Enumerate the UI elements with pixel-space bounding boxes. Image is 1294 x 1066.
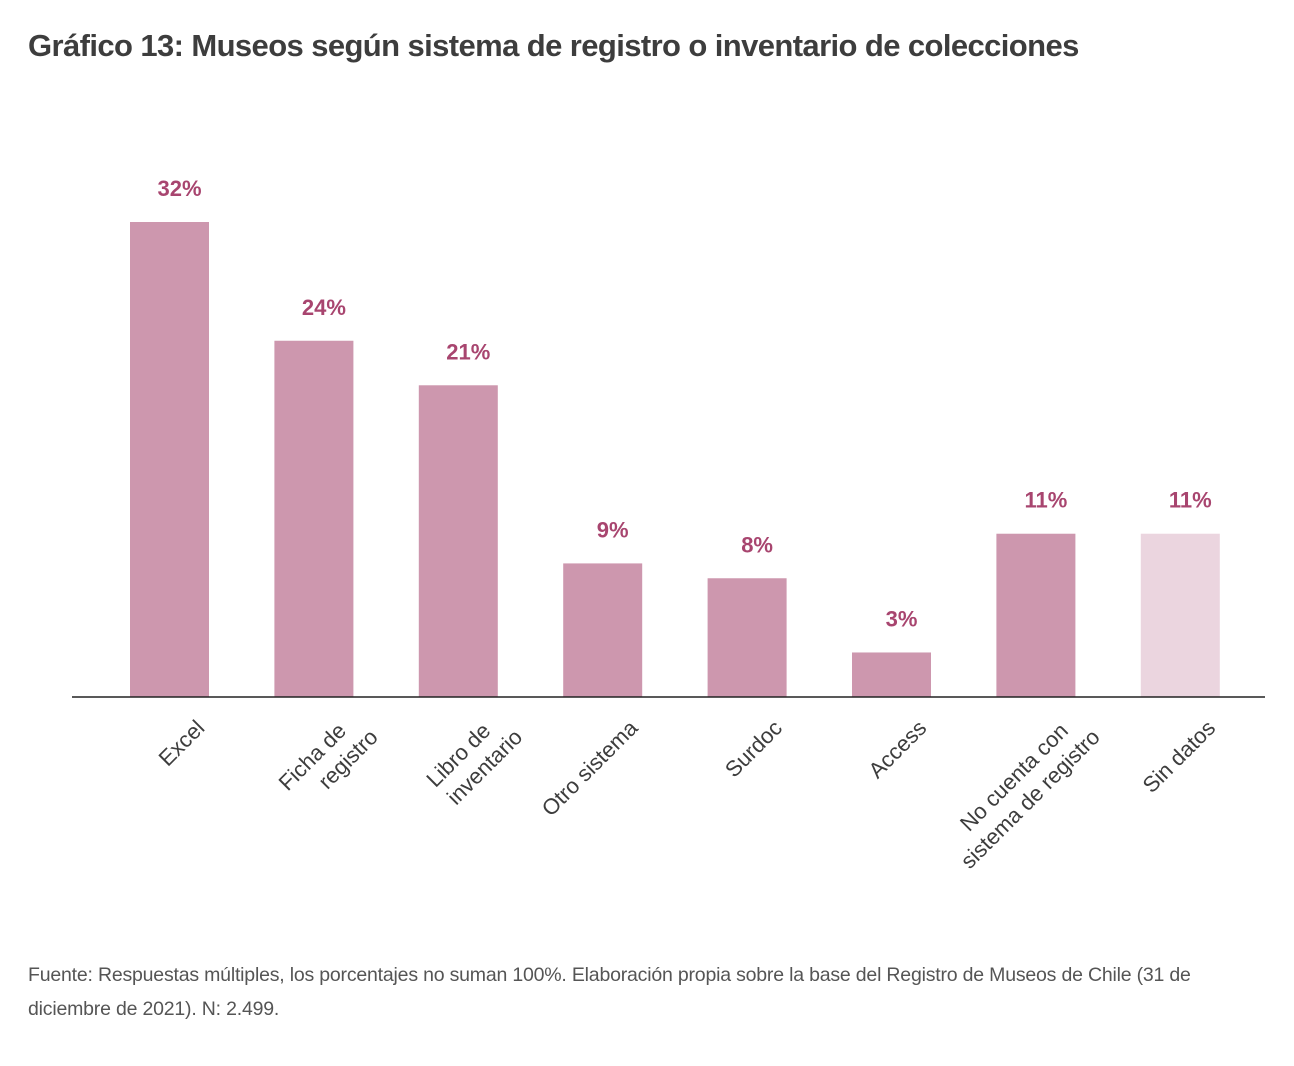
value-label-1: 24%	[302, 295, 346, 320]
category-label-3: Otro sistema	[537, 715, 643, 821]
value-label-7: 11%	[1169, 488, 1212, 513]
bar-3	[563, 563, 643, 697]
value-label-4: 8%	[741, 532, 773, 557]
value-label-3: 9%	[597, 517, 629, 542]
category-label-2: Libro deinventario	[421, 705, 527, 811]
category-label-6: No cuenta consistema de registro	[937, 705, 1105, 873]
category-labels-group: Excel Ficha deregistro Libro deinventario O…	[154, 705, 1221, 874]
source-note: Fuente: Respuestas múltiples, los porcen…	[28, 964, 1191, 1020]
value-label-6: 11%	[1024, 488, 1067, 513]
value-label-5: 3%	[886, 606, 918, 631]
value-label-0: 32%	[157, 176, 201, 201]
value-labels-group: 32% 24% 21% 9% 8% 3% 11% 11%	[157, 176, 1211, 631]
value-label-2: 21%	[446, 339, 490, 364]
category-label-line: Surdoc	[720, 715, 787, 782]
bars-group	[130, 222, 1220, 697]
bar-2	[418, 385, 498, 697]
bar-1	[274, 340, 354, 697]
chart-title: Gráfico 13: Museos según sistema de regi…	[28, 28, 1079, 63]
bar-5	[852, 652, 931, 697]
bar-0	[130, 222, 209, 697]
category-label-line: Sin datos	[1138, 715, 1221, 798]
bar-7	[1140, 533, 1220, 697]
bar-chart: 32% 24% 21% 9% 8% 3% 11% 11% Excel Ficha deregis…	[72, 176, 1265, 874]
bar-4	[707, 578, 787, 697]
category-label-5: Access	[864, 715, 932, 783]
category-label-0: Excel	[154, 715, 210, 771]
category-label-4: Surdoc	[720, 715, 787, 782]
category-label-7: Sin datos	[1138, 715, 1221, 798]
category-label-line: Access	[864, 715, 932, 783]
bar-6	[996, 533, 1076, 697]
category-label-line: Otro sistema	[537, 715, 643, 821]
category-label-1: Ficha deregistro	[274, 705, 383, 814]
category-label-line: Excel	[154, 715, 210, 771]
